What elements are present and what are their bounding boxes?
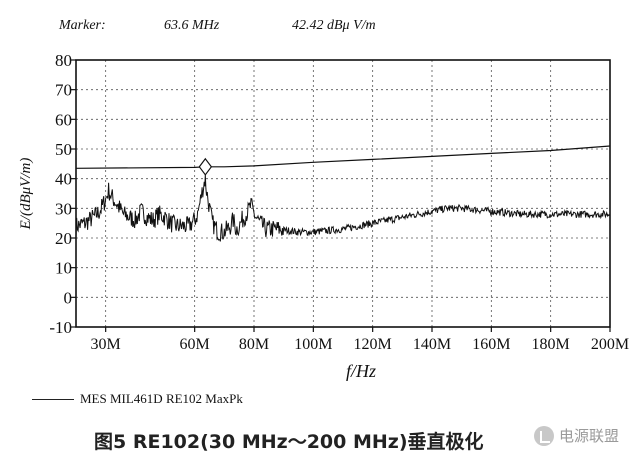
x-tick-label: 100M [294, 336, 332, 353]
y-axis-label: E/(dBμV/m) [18, 158, 34, 231]
x-tick-label: 30M [91, 336, 121, 353]
y-tick-label: 50 [55, 140, 72, 159]
x-tick-label: 200M [591, 336, 629, 353]
y-tick-label: 10 [55, 259, 72, 278]
y-tick-label: 80 [55, 51, 72, 70]
legend-line-swatch [32, 398, 74, 400]
plot-frame [75, 59, 611, 328]
x-tick-label: 120M [354, 336, 392, 353]
x-tick-label: 180M [532, 336, 570, 353]
marker-diamond [198, 157, 213, 176]
y-tick-label: 30 [55, 199, 72, 218]
marker-level: 42.42 dBμ V/m [292, 18, 376, 33]
watermark-text: 电源联盟 [559, 427, 620, 445]
grid [76, 59, 611, 328]
x-tick-label: 160M [472, 336, 510, 353]
marker-readout: Marker: 63.6 MHz 42.42 dBμ V/m [0, 18, 640, 40]
y-tick-label: -10 [49, 318, 72, 337]
x-tick-label: 80M [239, 336, 269, 353]
figure-caption: 图5 RE102(30 MHz～200 MHz)垂直极化 [94, 431, 484, 453]
series-layer [75, 145, 611, 242]
y-tick-label: 60 [55, 110, 72, 129]
marker-frequency: 63.6 MHz [164, 18, 220, 33]
legend-label: MES MIL461D RE102 MaxPk [80, 391, 243, 406]
watermark: 电源联盟 [534, 425, 619, 446]
y-tick-label: 20 [55, 229, 72, 248]
watermark-logo-icon [534, 425, 554, 446]
series-emission-trace [75, 174, 611, 242]
legend: MES MIL461D RE102 MaxPk [32, 391, 243, 407]
x-tick-label: 140M [413, 336, 451, 353]
y-axis-ticks: -10 0 10 20 30 40 50 60 70 80 [49, 51, 76, 337]
x-axis-label: f/Hz [346, 361, 376, 381]
x-axis-ticks: 30M 60M 80M 100M 120M 140M 160M 180M 200M [91, 327, 629, 353]
marker-layer [198, 157, 213, 176]
x-tick-label: 60M [180, 336, 210, 353]
y-tick-label: 40 [55, 170, 72, 189]
y-tick-label: 70 [55, 81, 72, 100]
y-tick-label: 0 [64, 288, 73, 307]
marker-label: Marker: [59, 18, 106, 33]
